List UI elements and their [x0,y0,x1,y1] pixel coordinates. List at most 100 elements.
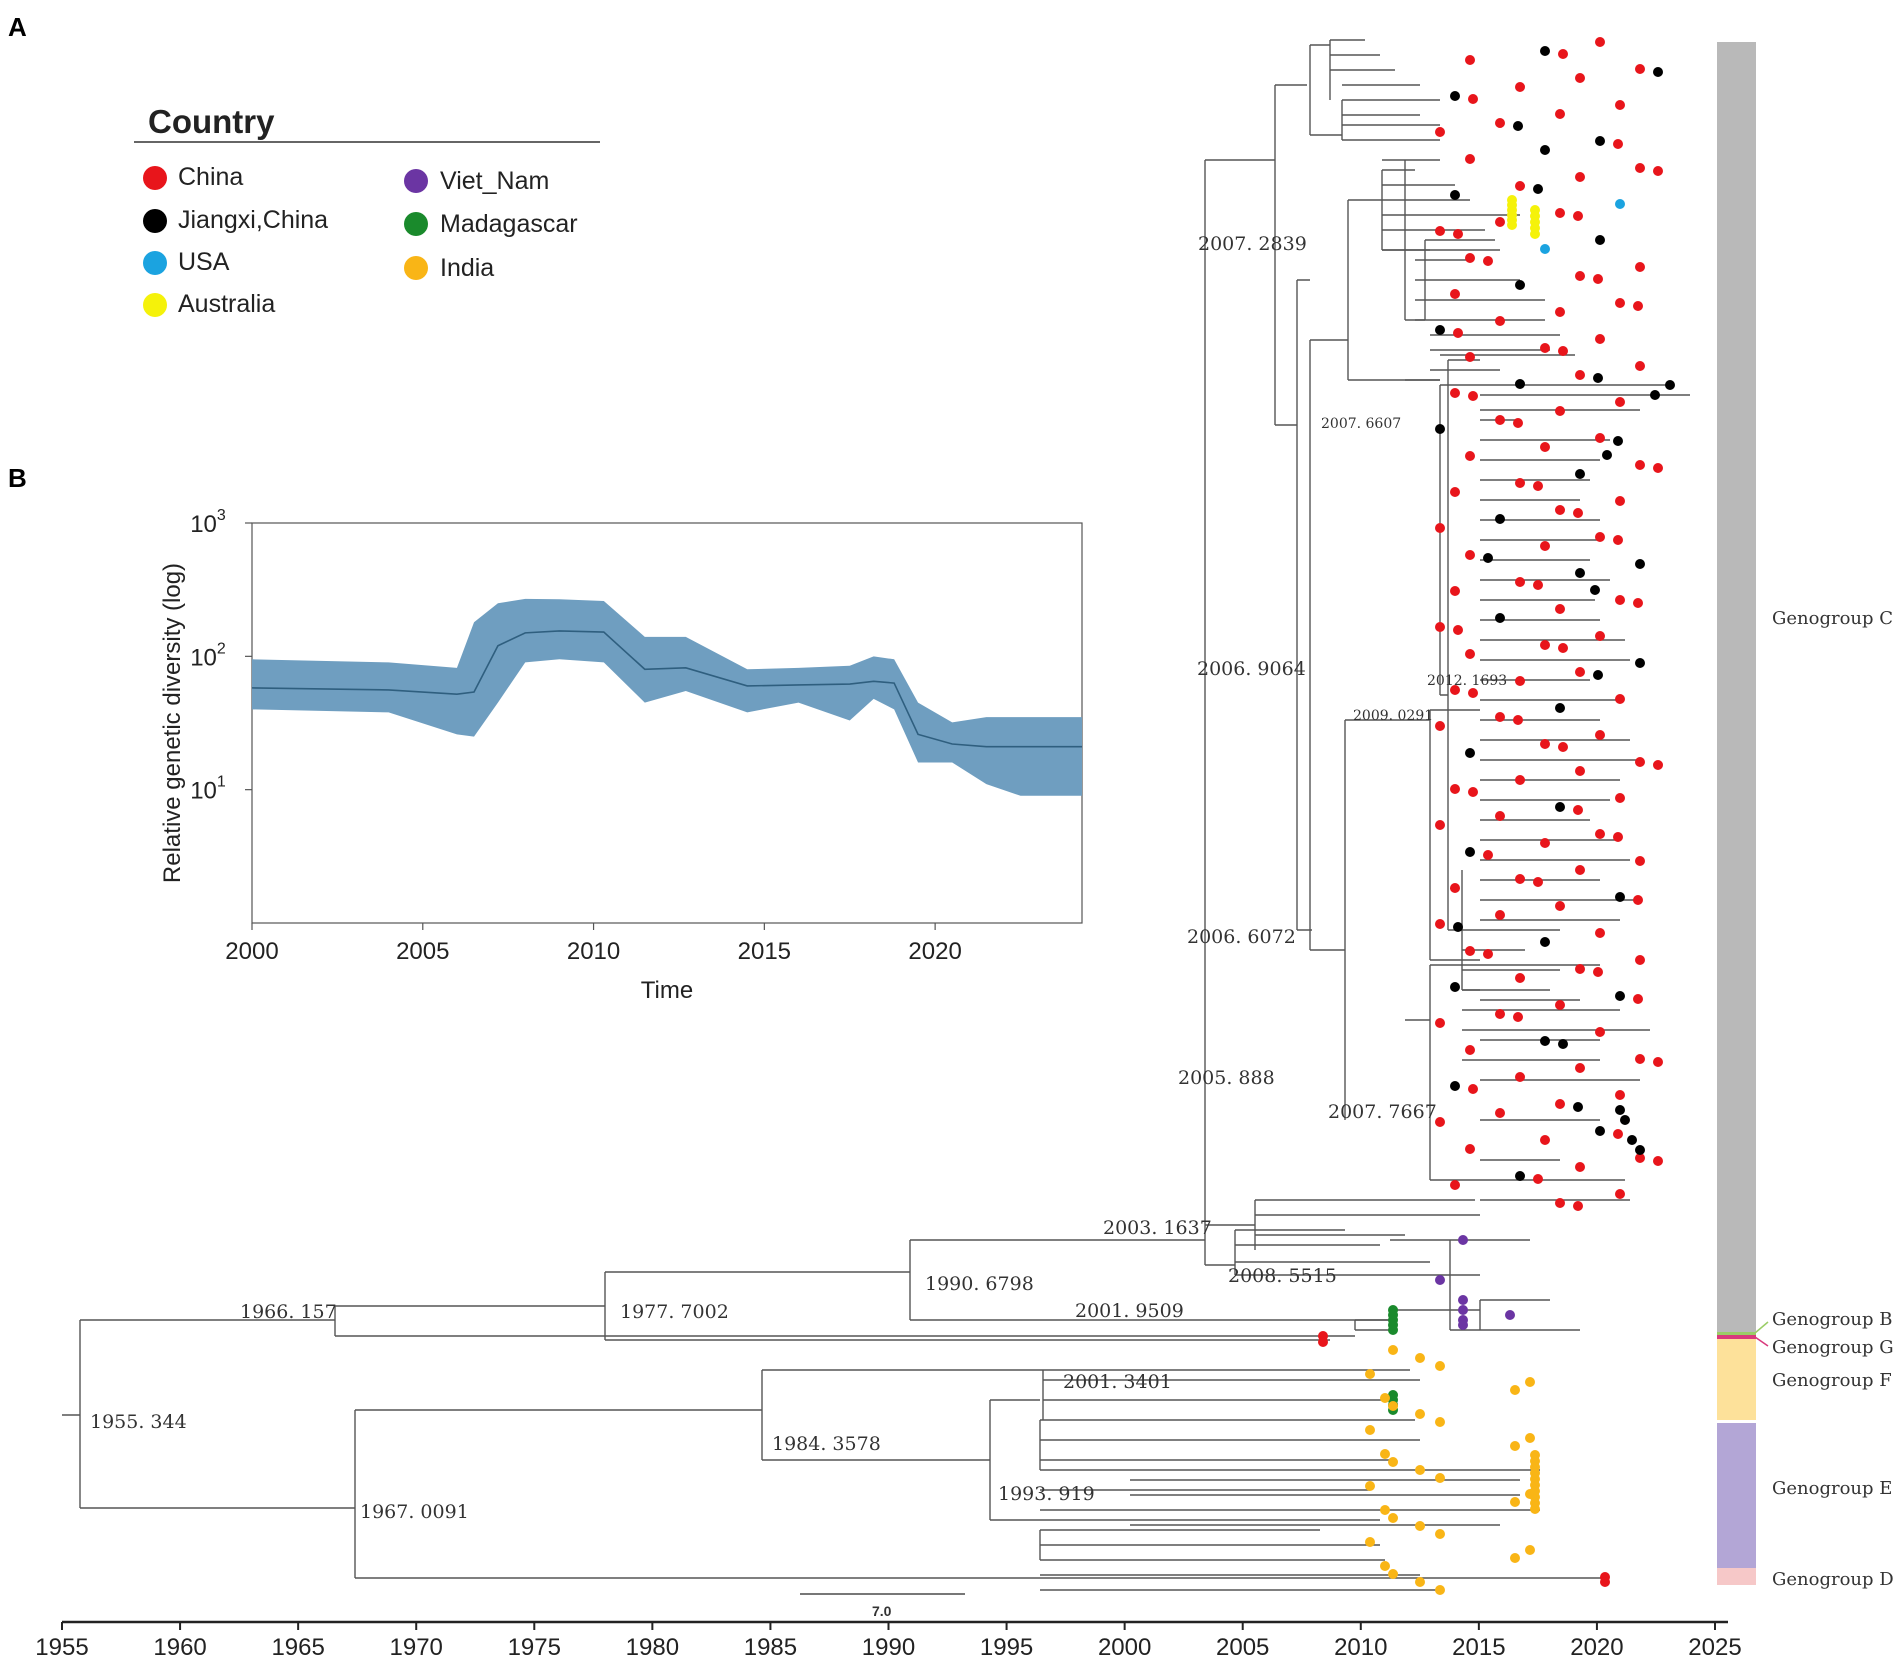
genogroup-e-label: Genogroup E [1772,1478,1892,1499]
tip-marker [1365,1369,1375,1379]
legend-label-vietnam: Viet_Nam [440,167,549,195]
tip-marker [1615,694,1625,704]
tip-marker [1555,901,1565,911]
node-label-root: 1955. 344 [90,1411,187,1433]
legend-swatch-china [143,166,167,190]
tip-marker [1613,436,1623,446]
tip-marker [1575,271,1585,281]
tip-marker [1613,1129,1623,1139]
tip-marker [1558,742,1568,752]
legend-label-australia: Australia [178,290,275,318]
tip-marker [1613,535,1623,545]
tip-marker [1615,100,1625,110]
tip-marker [1595,928,1605,938]
tip-marker [1465,253,1475,263]
legend-swatch-india [404,256,428,280]
tip-marker [1450,190,1460,200]
hpd-area [252,598,1082,796]
tip-marker [1555,505,1565,515]
tip-marker [1513,121,1523,131]
node-label-2006a: 2006. 6072 [1187,926,1296,948]
tip-marker [1653,166,1663,176]
tip-marker [1533,580,1543,590]
tip-marker [1653,760,1663,770]
tip-marker [1575,667,1585,677]
tip-marker [1388,1401,1398,1411]
tip-marker [1495,1009,1505,1019]
tip-marker [1575,1063,1585,1073]
tip-marker [1453,922,1463,932]
tip-marker [1615,298,1625,308]
node-label-2003: 2003. 1637 [1103,1217,1212,1239]
tip-marker [1555,604,1565,614]
tip-marker [1525,1545,1535,1555]
tip-marker [1495,118,1505,128]
tip-marker [1555,1198,1565,1208]
tip-marker [1635,64,1645,74]
time-tick-label: 2025 [1688,1634,1741,1657]
tip-marker [1495,415,1505,425]
genogroup-c-label: Genogroup C [1772,608,1893,629]
tip-marker [1415,1353,1425,1363]
tip-marker [1633,598,1643,608]
tip-marker [1435,1417,1445,1427]
tip-marker [1555,208,1565,218]
genetic-diversity-chart: 2000 2005 2010 2015 2020 101 102 103 Time Rela… [159,507,1083,1004]
tip-marker [1555,307,1565,317]
x-tick-label: 2020 [908,938,961,965]
tip-marker [1555,802,1565,812]
time-tick-label: 1960 [153,1634,206,1657]
time-tick-label: 2000 [1098,1634,1151,1657]
tip-marker [1635,1153,1645,1163]
tip-marker [1465,451,1475,461]
tip-marker [1415,1409,1425,1419]
tip-marker [1595,829,1605,839]
tip-marker [1435,523,1445,533]
time-tick-label: 1995 [980,1634,1033,1657]
node-label-2012: 2012. 1693 [1427,673,1507,689]
genogroup-bars: Genogroup C Genogroup B Genogroup G Geno… [1717,42,1894,1590]
time-tick-label: 1975 [508,1634,561,1657]
tip-marker [1540,640,1550,650]
tip-marker [1458,1295,1468,1305]
tip-marker [1465,352,1475,362]
tip-marker [1615,892,1625,902]
tip-marker [1515,82,1525,92]
tip-marker [1365,1425,1375,1435]
tip-marker [1468,391,1478,401]
tip-marker [1435,1117,1445,1127]
tip-marker [1635,1145,1645,1155]
tip-marker [1615,496,1625,506]
tip-marker [1515,577,1525,587]
tip-marker [1635,757,1645,767]
time-axis: 1955 1960 1965 1970 1975 1980 1985 1990 1995 2000… [35,1620,1742,1657]
tip-marker [1530,1504,1540,1514]
phylogenetic-tree: 1955. 344 1966. 157 1967. 0091 1977. 700… [62,37,1690,1619]
tip-marker [1435,127,1445,137]
time-tick-label: 1990 [862,1634,915,1657]
tip-marker [1595,1126,1605,1136]
tip-marker [1533,1174,1543,1184]
tip-marker [1450,289,1460,299]
tip-marker [1450,1180,1460,1190]
tip-marker [1573,508,1583,518]
tip-marker [1613,139,1623,149]
tip-marker [1510,1497,1520,1507]
legend-swatch-madagascar [404,212,428,236]
tip-marker [1555,406,1565,416]
panel-a-letter: A [8,12,27,42]
tip-marker [1468,1084,1478,1094]
tip-marker [1435,325,1445,335]
tip-marker [1465,550,1475,560]
tip-marker [1540,739,1550,749]
tip-marker [1435,919,1445,929]
legend-label-india: India [440,254,494,282]
tip-marker [1530,229,1540,239]
legend-swatch-vietnam [404,169,428,193]
tip-marker [1635,163,1645,173]
legend-label-china: China [178,163,243,191]
tip-marker [1450,1081,1460,1091]
y-tick-label: 102 [190,640,226,671]
time-tick-label: 1980 [626,1634,679,1657]
tip-marker [1458,1305,1468,1315]
